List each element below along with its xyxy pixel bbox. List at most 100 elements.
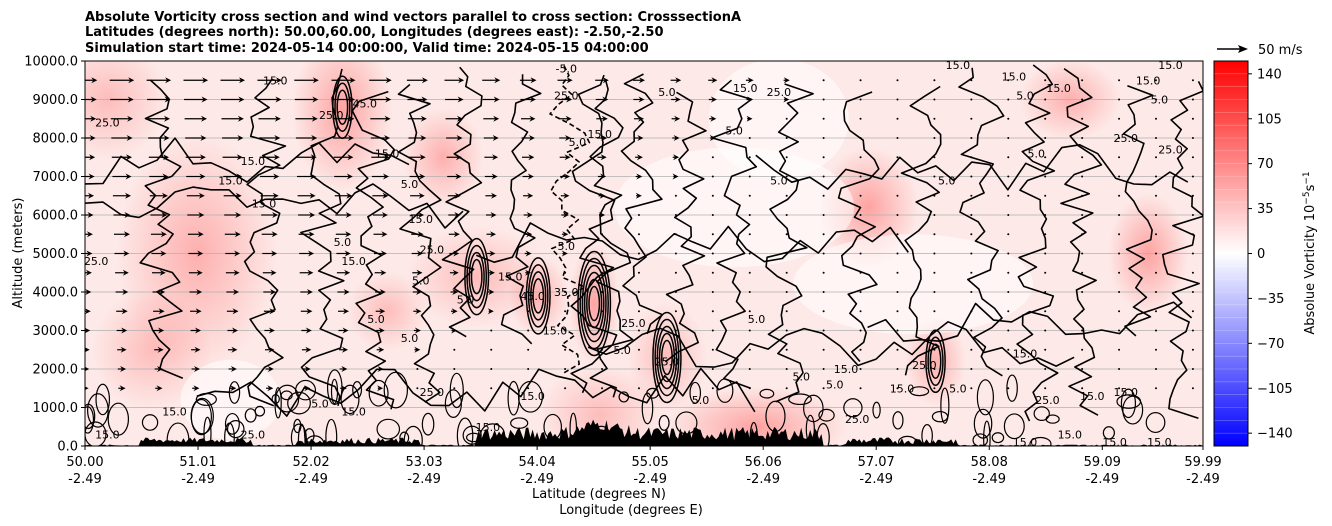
wind-vector [224,231,241,238]
contour-label: 15.0 [218,174,243,187]
wind-vector [632,77,645,84]
wind-vector [708,77,718,84]
y-tick-label: 8000.0 [33,132,79,147]
contour-loop [325,418,338,446]
wind-vector [1044,194,1047,197]
vorticity-blob [539,365,660,446]
wind-vector [601,387,604,390]
contour-label: 25.0 [319,109,344,122]
contour-line [351,90,395,410]
x-tick-label-lat: 50.00 [66,455,103,470]
x-tick-label-lat: 57.07 [858,455,895,470]
y-tick-label: 1000.0 [33,401,79,416]
wind-vector [711,175,714,178]
wind-vector [711,291,714,293]
wind-vector [822,348,825,351]
chart-title-line-3: Simulation start time: 2024-05-14 00:00:… [85,41,649,56]
wind-vector [521,115,536,122]
contour-label: 25.0 [1035,394,1060,407]
wind-vector [1118,348,1121,351]
wind-vector [334,173,353,180]
wind-vector [85,154,96,161]
contour-label: 15.0 [520,390,545,403]
wind-vector [184,115,207,122]
contour-loop [95,383,111,416]
contour-label: 5.0 [557,240,575,253]
wind-vector [222,154,243,161]
colorbar: 140 105 70 35 0 −35 −70 −105 −140 Absolue Vortic… [1213,60,1318,447]
wind-vector [1007,291,1010,293]
contour-line [476,222,909,263]
wind-vector [112,192,131,199]
contour-labels: 25.015.015.015.015.025.045.015.05.015.05… [85,61,1183,449]
quiver-key: 50 m/s [1217,43,1303,58]
wind-vector [674,271,677,274]
wind-vector [259,135,281,141]
wind-vector [859,368,862,370]
wind-vector [785,329,788,332]
vorticity-blob [403,107,484,208]
wind-vector [449,250,460,257]
wind-vector [266,385,274,392]
wind-vector [748,348,751,351]
wind-vector [601,329,604,332]
wind-vector [296,154,317,161]
wind-vector [674,233,677,236]
wind-vector [1118,79,1121,82]
wind-vector [674,348,677,351]
wind-vector [490,348,493,351]
low-vorticity-patch [793,234,1034,335]
contour-line [570,74,618,394]
contour-loop [1120,388,1137,419]
wind-vector [258,115,281,122]
contour-loop [656,325,678,390]
wind-vector [111,154,132,161]
wind-vector [1118,387,1121,390]
wind-vector [114,250,130,257]
wind-vector [332,96,355,103]
contour-loop [759,388,775,399]
wind-vector [191,366,200,372]
wind-vector [822,252,825,255]
wind-vector [113,212,131,218]
contour-loop [340,384,360,415]
wind-vector [523,212,533,218]
wind-vector [1044,329,1047,332]
wind-vector [672,173,679,180]
contour-label: 5.0 [1151,94,1169,107]
wind-vector [263,289,276,295]
contour-line [587,321,1075,368]
contour-label: 5.0 [658,86,676,99]
wind-vector [711,233,714,236]
wind-vector [1191,271,1194,274]
wind-vector [785,156,788,159]
contour-label: 15.0 [890,382,915,395]
wind-vector [148,154,169,161]
contour-loop [456,417,474,446]
contour-loop [190,398,212,436]
wind-vector [150,231,167,238]
wind-vector [748,156,751,159]
wind-vector [785,348,788,351]
wind-vector [674,291,677,293]
wind-vector [1081,233,1084,236]
wind-vector [597,173,607,180]
wind-vector [527,368,530,370]
wind-vector [558,115,572,122]
wind-vector [1154,329,1157,332]
contour-loop [449,372,464,409]
wind-vector [482,77,501,84]
contour-label: 5.0 [692,394,710,407]
contour-loop [586,278,603,329]
wind-vector [1118,137,1121,139]
wind-vector [229,385,237,392]
wind-vector [1081,117,1084,120]
contour-label: 15.0 [1102,436,1127,449]
wind-vector [601,291,604,293]
contour-loop [973,408,993,439]
contour-label: 15.0 [498,271,523,284]
wind-vector [785,291,788,293]
wind-vector [1007,310,1010,313]
contour-loop [618,391,630,403]
contour-label: 25.0 [554,90,579,103]
